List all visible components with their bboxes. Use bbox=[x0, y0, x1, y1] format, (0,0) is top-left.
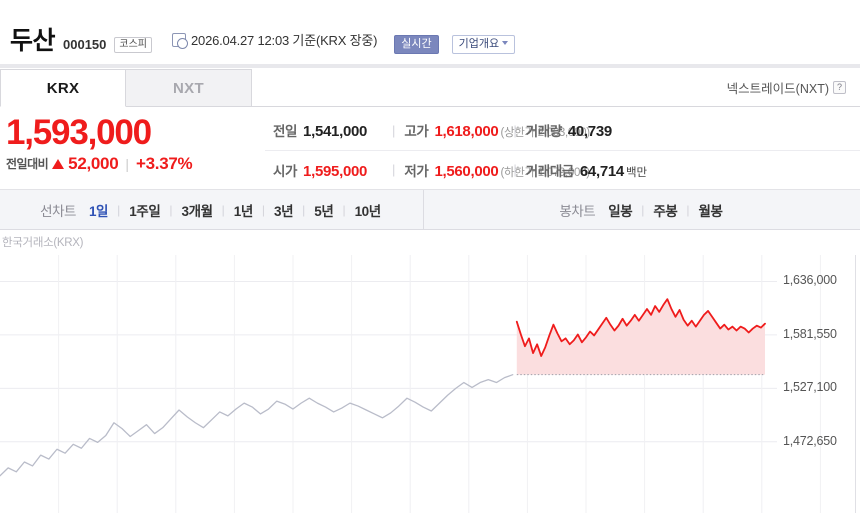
quote-stat-row: 시가 1,595,000 | 저가 1,560,000 (하한가 1,079,000) | 거… bbox=[265, 149, 860, 190]
quote-stat-limit: (하한가 1,079,000) bbox=[500, 166, 590, 179]
current-price: 1,593,000 bbox=[6, 113, 152, 152]
divider: | bbox=[342, 202, 346, 217]
divider: | bbox=[302, 202, 306, 217]
candle-chart-periods: 봉차트 일봉 | 주봉 | 월봉 bbox=[424, 200, 860, 220]
tab-krx[interactable]: KRX bbox=[0, 69, 126, 107]
divider: | bbox=[641, 202, 645, 217]
timestamp-group: 2026.04.27 12:03 기준(KRX 장중) bbox=[172, 30, 377, 49]
market-badge: 코스피 bbox=[114, 36, 153, 53]
quote-stat-row: 전일 1,541,000 | 고가 1,618,000 (상한가 2,003,000) | 거… bbox=[265, 111, 860, 150]
divider: | bbox=[392, 162, 396, 178]
candle-period-2[interactable]: 월봉 bbox=[698, 203, 723, 219]
chart-y-tick-label: 1,581,550 bbox=[783, 326, 837, 341]
quote-stat-value-wrap: 1,595,000 bbox=[303, 163, 367, 180]
quote-panel: 1,593,000 전일대비 52,000 | +3.37% 전일 1,541,0… bbox=[0, 107, 860, 190]
candle-period-0[interactable]: 일봉 bbox=[608, 203, 633, 219]
line-period-1[interactable]: 1주일 bbox=[129, 203, 161, 219]
line-period-3[interactable]: 1년 bbox=[233, 203, 254, 219]
quote-stat-label: 전일 bbox=[273, 124, 298, 140]
quote-stat-value: 1,541,000 bbox=[303, 123, 368, 141]
header-row: 두산 000150 코스피 2026.04.27 12:03 기준(KRX 장중… bbox=[10, 26, 516, 56]
quote-timestamp: 2026.04.27 12:03 기준(KRX 장중) bbox=[191, 33, 378, 49]
quote-stat-label: 시가 bbox=[273, 163, 298, 179]
quote-stat-value: 64,714 bbox=[579, 162, 624, 180]
chart-line-today bbox=[515, 298, 766, 357]
divider: | bbox=[513, 122, 517, 138]
quote-stat-value-wrap: 1,560,000 (하한가 1,079,000) bbox=[434, 162, 590, 180]
divider: | bbox=[117, 202, 121, 217]
chart-line-prior bbox=[0, 374, 514, 477]
quote-stat-value-wrap: 1,618,000 (상한가 2,003,000) bbox=[434, 123, 590, 141]
quote-stat-label: 거래량 bbox=[525, 124, 562, 140]
quote-stat-cell: 전일 1,541,000 bbox=[273, 120, 383, 140]
clock-icon bbox=[172, 32, 189, 49]
line-chart-periods: 선차트 1일 | 1주일 | 3개월 | 1년 | 3년 | 5년 | 10년 bbox=[0, 190, 424, 229]
company-overview-label: 기업개요 bbox=[458, 37, 500, 50]
divider: | bbox=[125, 155, 130, 172]
current-price-block: 1,593,000 전일대비 52,000 | +3.37% bbox=[0, 107, 265, 189]
exchange-tabbar: KRX NXT 넥스트레이드(NXT) ? bbox=[0, 68, 860, 107]
divider: | bbox=[513, 162, 517, 178]
page-header: 두산 000150 코스피 2026.04.27 12:03 기준(KRX 장중… bbox=[0, 0, 860, 68]
chart-plot-area[interactable] bbox=[0, 255, 860, 513]
chart-y-tick-label: 1,527,100 bbox=[783, 380, 837, 395]
line-period-5[interactable]: 5년 bbox=[314, 203, 334, 219]
quote-stats: 전일 1,541,000 | 고가 1,618,000 (상한가 2,003,000) | 거… bbox=[265, 107, 860, 189]
quote-stat-value-wrap: 64,714 백만 bbox=[580, 163, 647, 180]
tab-nxt[interactable]: NXT bbox=[126, 69, 252, 106]
line-period-0[interactable]: 1일 bbox=[88, 203, 109, 219]
quote-stat-unit: 백만 bbox=[625, 166, 648, 179]
chart-svg bbox=[0, 255, 821, 513]
exchange-note: 한국거래소(KRX) bbox=[2, 237, 84, 249]
quote-stat-cell: 거래대금 64,714 백만 bbox=[525, 160, 647, 180]
price-change-label: 전일대비 bbox=[6, 157, 49, 172]
quote-stat-label: 거래대금 bbox=[525, 163, 574, 179]
quote-stat-value-wrap: 40,739 bbox=[568, 123, 612, 140]
company-overview-dropdown[interactable]: 기업개요 bbox=[451, 34, 516, 54]
quote-stat-value-wrap: 1,541,000 bbox=[303, 123, 367, 140]
chart-type-menu: 선차트 1일 | 1주일 | 3개월 | 1년 | 3년 | 5년 | 10년 봉차트 일봉 | 주봉 | 월봉 bbox=[0, 190, 860, 230]
line-period-6[interactable]: 10년 bbox=[354, 203, 382, 219]
divider: | bbox=[221, 202, 225, 217]
line-period-2[interactable]: 3개월 bbox=[181, 203, 213, 219]
divider: | bbox=[392, 122, 396, 138]
chart-axis-line bbox=[855, 255, 856, 513]
chart-today-fill bbox=[516, 299, 765, 375]
quote-stat-label: 고가 bbox=[404, 124, 429, 140]
line-period-title: 선차트 bbox=[40, 203, 76, 219]
chart-y-tick-label: 1,472,650 bbox=[783, 433, 837, 448]
price-change-value: 52,000 bbox=[68, 153, 119, 173]
quote-stat-value: 40,739 bbox=[567, 123, 612, 141]
chart-y-tick-label: 1,636,000 bbox=[783, 273, 837, 288]
divider: | bbox=[686, 202, 690, 217]
stock-code: 000150 bbox=[63, 36, 107, 52]
realtime-badge[interactable]: 실시간 bbox=[394, 34, 439, 54]
quote-stat-cell: 거래량 40,739 bbox=[526, 120, 636, 140]
chart-y-axis: 1,636,000 1,581,550 1,527,100 1,472,650 bbox=[775, 255, 860, 513]
quote-stat-cell: 고가 1,618,000 (상한가 2,003,000) bbox=[404, 120, 590, 140]
quote-stat-limit: (상한가 2,003,000) bbox=[500, 127, 590, 140]
quote-stat-value: 1,560,000 bbox=[434, 162, 499, 180]
quote-stat-value: 1,595,000 bbox=[303, 162, 368, 180]
quote-stat-label: 저가 bbox=[404, 163, 429, 179]
quote-stat-value: 1,618,000 bbox=[434, 123, 499, 141]
price-chart[interactable]: 한국거래소(KRX) 1,636,000 1,581,550 1,527,100 1,… bbox=[0, 230, 860, 513]
candle-period-title: 봉차트 bbox=[559, 203, 596, 219]
price-change-row: 전일대비 52,000 | +3.37% bbox=[6, 154, 265, 174]
price-change-percent: +3.37% bbox=[136, 153, 193, 173]
divider: | bbox=[169, 202, 173, 217]
quote-stat-cell: 저가 1,560,000 (하한가 1,079,000) bbox=[404, 160, 590, 180]
quote-stat-cell: 시가 1,595,000 bbox=[273, 160, 383, 180]
triangle-up-icon bbox=[52, 158, 65, 169]
nxt-note: 넥스트레이드(NXT) ? bbox=[727, 68, 860, 106]
chevron-down-icon bbox=[502, 40, 509, 45]
line-period-4[interactable]: 3년 bbox=[274, 203, 294, 219]
divider: | bbox=[261, 202, 266, 217]
help-icon[interactable]: ? bbox=[833, 80, 846, 94]
stock-name: 두산 bbox=[10, 26, 56, 55]
candle-period-1[interactable]: 주봉 bbox=[653, 203, 678, 219]
nxt-note-label: 넥스트레이드(NXT) bbox=[726, 81, 829, 96]
